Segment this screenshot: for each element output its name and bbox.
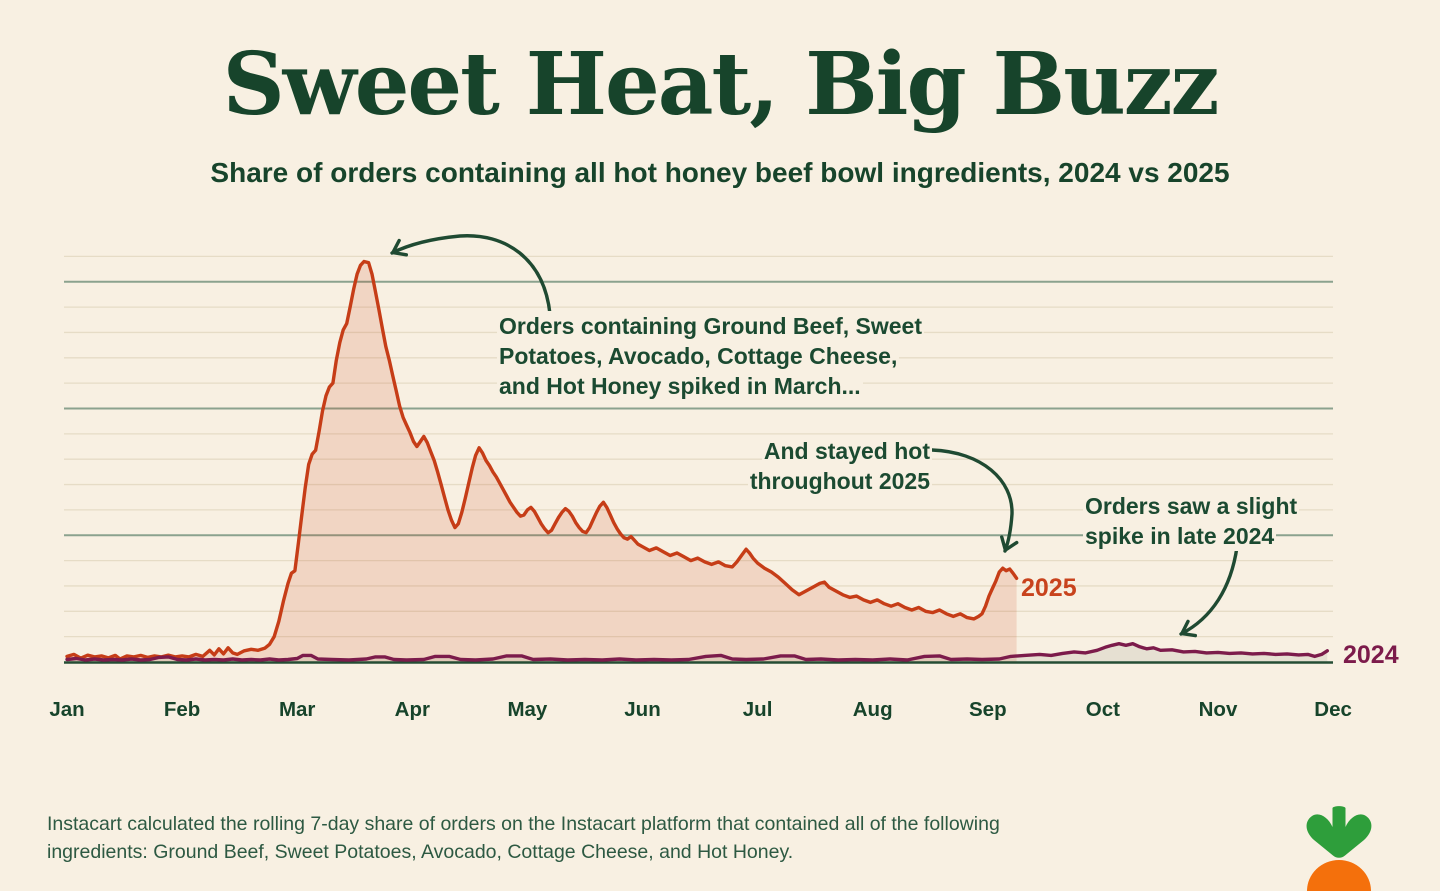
series-2025-line — [65, 259, 1019, 661]
series-2024-line — [65, 642, 1329, 662]
instacart-carrot-logo — [1306, 806, 1372, 891]
arrow-march-spike — [390, 234, 552, 316]
annotation-arrows — [390, 234, 1239, 638]
series-lines — [65, 259, 1329, 662]
carrot-body-icon — [1307, 860, 1371, 891]
arrow-late-2024-spike — [1179, 545, 1239, 638]
arrow-stayed-hot — [930, 448, 1019, 553]
series-fills — [67, 261, 1328, 662]
series-2025-area — [67, 261, 1017, 662]
carrot-leaf-arrow-icon — [1306, 806, 1372, 858]
